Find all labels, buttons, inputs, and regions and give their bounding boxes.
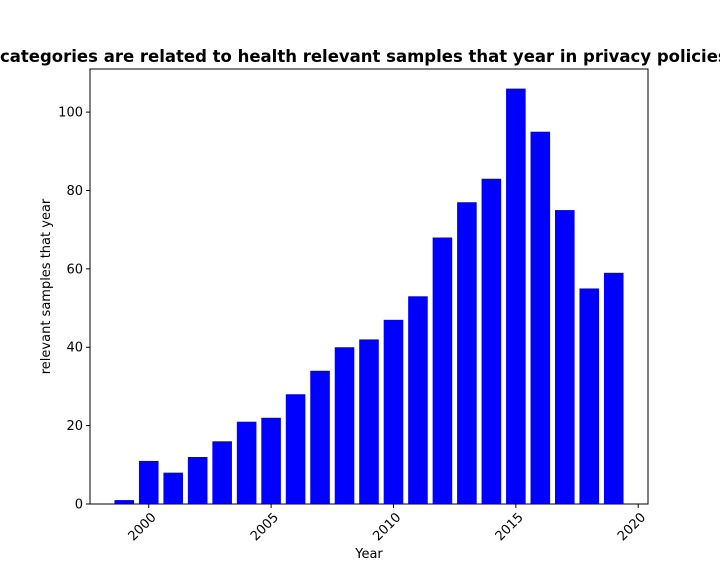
bar-2013 [457,202,477,505]
bars-group [114,88,624,505]
bar-2019 [603,272,624,504]
y-tick-label: 0 [75,498,83,513]
y-tick-label: 60 [66,262,83,277]
bar-2017 [555,210,575,504]
chart-title: categories are related to health relevan… [0,47,720,66]
x-axis-ticks: 2000 2005 2010 2015 2020 [126,504,649,544]
bar-2015 [506,88,526,504]
bar-2010 [383,319,404,504]
bar-2000 [138,460,159,504]
x-tick-label: 2015 [493,510,527,544]
bar-2012 [432,237,453,504]
bar-2016 [530,131,551,504]
bar-2005 [261,417,281,504]
y-axis-label: relevant samples that year [39,198,54,374]
bar-2008 [334,347,355,504]
bar-2018 [579,288,600,504]
x-tick-label: 2020 [615,510,649,544]
bar-2003 [212,441,232,504]
bar-2004 [236,421,257,504]
bar-2002 [187,456,208,504]
y-tick-label: 80 [66,184,83,199]
y-tick-label: 100 [58,106,83,121]
bar-2006 [285,394,306,504]
x-tick-label: 2005 [248,510,282,544]
x-tick-label: 2000 [126,510,160,544]
y-tick-label: 20 [66,419,83,434]
plot-frame [89,68,649,505]
bar-2014 [481,178,502,504]
bar-1999 [114,500,135,504]
x-axis-label: Year [354,547,383,562]
bar-2009 [359,339,379,504]
y-tick-label: 40 [66,341,83,356]
bar-2007 [310,370,330,504]
y-axis-ticks: 0 20 40 60 80 100 [58,106,90,513]
bar-2001 [163,472,183,504]
x-tick-label: 2010 [370,510,404,544]
bar-2011 [408,296,428,504]
